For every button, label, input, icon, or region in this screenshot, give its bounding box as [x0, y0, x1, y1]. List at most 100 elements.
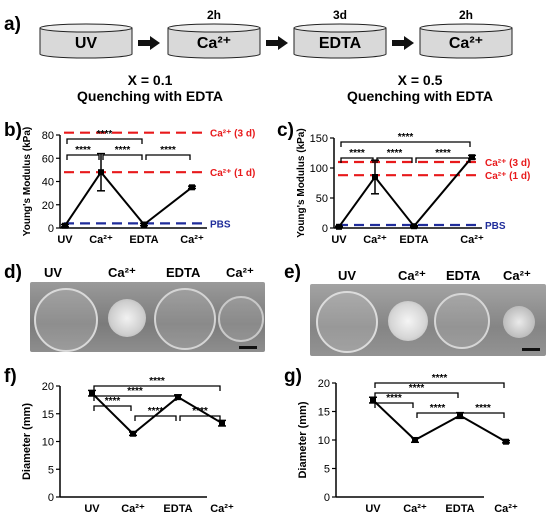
significance-stars: ****: [430, 403, 446, 414]
y-tick-label: 10: [318, 435, 330, 447]
significance-stars: ****: [409, 383, 425, 394]
data-point: [469, 154, 475, 161]
step-drum-top: [167, 23, 261, 33]
data-point: [372, 174, 378, 180]
x-tick-label: UV: [84, 503, 100, 515]
x-tick-label: EDTA: [129, 234, 158, 246]
condition-x-value: X = 0.1: [127, 72, 173, 88]
condition-heading-left: X = 0.1 Quenching with EDTA: [60, 72, 240, 104]
data-point: [62, 222, 68, 229]
data-point: [411, 223, 417, 230]
step-drum-top: [39, 23, 133, 33]
y-tick-label: 5: [48, 464, 54, 476]
photo-title-edta: EDTA: [446, 268, 481, 283]
series-line: [338, 156, 473, 228]
step-drum-fill: [420, 49, 512, 54]
step-label: Ca²⁺: [197, 35, 231, 52]
significance-stars: ****: [148, 406, 164, 417]
reference-line-label: PBS: [485, 221, 506, 232]
x-tick-label: UV: [57, 234, 73, 246]
significance-stars: ****: [349, 148, 365, 159]
y-tick-label: 0: [48, 492, 54, 504]
panel-label-g: g): [284, 366, 302, 387]
x-tick-label: UV: [365, 503, 381, 515]
data-point: [189, 184, 195, 191]
step-duration: 3d: [333, 8, 347, 22]
x-tick-label: EDTA: [163, 503, 192, 515]
photo-title-uv: UV: [338, 268, 357, 283]
significance-bracket: [374, 392, 459, 398]
significance-bracket: [461, 412, 505, 418]
hydrogel-photo-e: [310, 284, 546, 356]
data-point: [141, 221, 147, 228]
significance-stars: ****: [387, 148, 403, 159]
x-tick-label: Ca²⁺: [403, 503, 427, 515]
significance-bracket: [340, 157, 374, 163]
condition-description: Quenching with EDTA: [347, 88, 493, 104]
significance-stars: ****: [115, 145, 131, 156]
reference-line-label: PBS: [210, 219, 231, 230]
significance-bracket: [340, 141, 471, 147]
significance-stars: ****: [386, 393, 402, 404]
hydrogel-disk: [108, 299, 146, 337]
significance-stars: ****: [432, 373, 448, 384]
panel-label-c: c): [277, 120, 294, 141]
data-point: [412, 437, 418, 443]
photo-title-ca: Ca²⁺: [108, 265, 136, 280]
data-point: [219, 420, 225, 427]
significance-stars: ****: [149, 376, 165, 387]
photo-title-edta: EDTA: [166, 265, 201, 280]
y-tick-label: 0: [322, 223, 328, 235]
significance-bracket: [376, 157, 413, 163]
hydrogel-disk: [218, 296, 264, 342]
y-tick-label: 40: [42, 177, 54, 189]
data-point: [130, 430, 136, 437]
data-point: [503, 438, 509, 445]
data-point: [98, 169, 104, 176]
significance-stars: ****: [127, 386, 143, 397]
scale-bar: [239, 346, 257, 349]
y-tick-label: 150: [310, 133, 328, 145]
photo-title-ca: Ca²⁺: [226, 265, 254, 280]
x-tick-label: Ca²⁺: [180, 234, 204, 246]
x-tick-label: UV: [331, 234, 347, 246]
hydrogel-photo-d: [30, 282, 265, 352]
condition-heading-right: X = 0.5 Quenching with EDTA: [330, 72, 510, 104]
y-tick-label: 20: [42, 381, 54, 393]
significance-stars: ****: [75, 145, 91, 156]
x-tick-label: Ca²⁺: [121, 503, 145, 515]
step-duration: 2h: [207, 8, 221, 22]
significance-stars: ****: [475, 403, 491, 414]
step-drum-top: [293, 23, 387, 33]
panel-label-f: f): [4, 366, 17, 387]
step-label: UV: [75, 35, 98, 52]
hydrogel-disk: [34, 288, 98, 352]
x-tick-label: EDTA: [399, 234, 428, 246]
hydrogel-disk: [388, 301, 428, 341]
significance-bracket: [179, 415, 221, 421]
y-tick-label: 60: [42, 153, 54, 165]
y-tick-label: 0: [324, 492, 330, 504]
significance-bracket: [134, 415, 177, 421]
x-tick-label: Ca²⁺: [210, 503, 234, 515]
step-label: Ca²⁺: [449, 35, 483, 52]
data-point: [370, 397, 376, 404]
process-step: Ca²⁺ 2h: [167, 8, 288, 59]
significance-stars: ****: [192, 406, 208, 417]
significance-bracket: [93, 395, 177, 401]
y-tick-label: 50: [316, 193, 328, 205]
condition-x-value: X = 0.5: [397, 72, 443, 88]
hydrogel-disk: [434, 293, 490, 349]
step-label: EDTA: [319, 35, 362, 52]
photo-title-ca: Ca²⁺: [503, 268, 531, 283]
significance-bracket: [93, 385, 221, 391]
significance-stars: ****: [160, 145, 176, 156]
y-tick-label: 20: [42, 200, 54, 212]
significance-bracket: [93, 405, 132, 411]
y-tick-label: 15: [42, 409, 54, 421]
arrow-right-icon: [266, 36, 288, 50]
significance-bracket: [66, 154, 100, 160]
reference-line-label: Ca²⁺ (1 d): [485, 171, 530, 182]
